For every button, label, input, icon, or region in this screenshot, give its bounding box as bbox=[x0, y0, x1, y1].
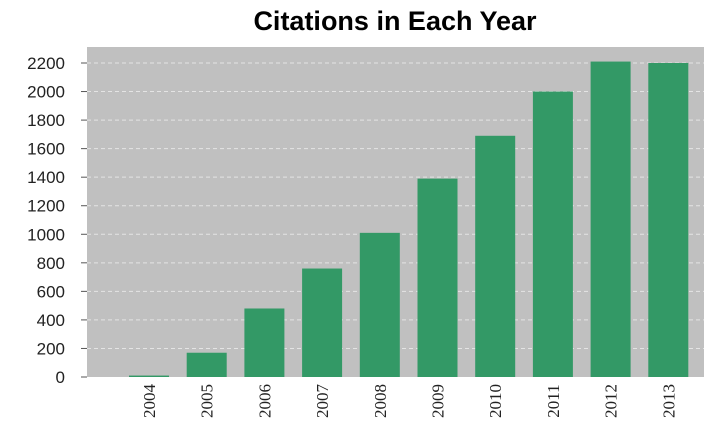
y-tick-label: 200 bbox=[37, 339, 65, 358]
y-tick-label: 1200 bbox=[27, 197, 65, 216]
y-tick-label: 1600 bbox=[27, 140, 65, 159]
bar-2008 bbox=[359, 232, 400, 377]
y-tick-label: 0 bbox=[56, 368, 65, 387]
bar-2005 bbox=[186, 352, 227, 377]
chart-title: Citations in Each Year bbox=[253, 6, 537, 36]
x-tick-label-2010: 2010 bbox=[486, 384, 505, 418]
y-tick-label: 2000 bbox=[27, 83, 65, 102]
bar-2009 bbox=[417, 178, 458, 377]
y-tick-label: 1800 bbox=[27, 111, 65, 130]
x-tick-label-2006: 2006 bbox=[255, 384, 274, 418]
y-tick-label: 400 bbox=[37, 311, 65, 330]
x-tick-label-2005: 2005 bbox=[198, 384, 217, 418]
y-tick-label: 1400 bbox=[27, 168, 65, 187]
y-tick-label: 2200 bbox=[27, 54, 65, 73]
bar-2012 bbox=[590, 61, 631, 378]
y-axis: 0 200 400 600 800 1000 1200 1400 1600 1800 2000 220… bbox=[27, 54, 87, 387]
x-tick-label-2007: 2007 bbox=[313, 384, 332, 419]
x-tick-label-2011: 2011 bbox=[544, 384, 563, 417]
x-axis: 2004 2005 2006 2007 2008 2009 2010 2011 2012 2013 bbox=[140, 384, 678, 419]
x-tick-label-2012: 2012 bbox=[602, 384, 621, 418]
bar-2006 bbox=[244, 308, 285, 377]
bar-2010 bbox=[475, 135, 516, 377]
y-tick-label: 600 bbox=[37, 282, 65, 301]
x-tick-label-2008: 2008 bbox=[371, 384, 390, 418]
bar-2013 bbox=[648, 63, 689, 377]
bar-2007 bbox=[302, 268, 343, 377]
y-tick-label: 800 bbox=[37, 254, 65, 273]
x-tick-label-2004: 2004 bbox=[140, 384, 159, 419]
x-tick-label-2013: 2013 bbox=[659, 384, 678, 418]
bars bbox=[129, 61, 689, 378]
y-tick-label: 1000 bbox=[27, 225, 65, 244]
bar-2011 bbox=[532, 91, 573, 377]
bar-2004 bbox=[129, 375, 169, 377]
x-tick-label-2009: 2009 bbox=[429, 384, 448, 418]
